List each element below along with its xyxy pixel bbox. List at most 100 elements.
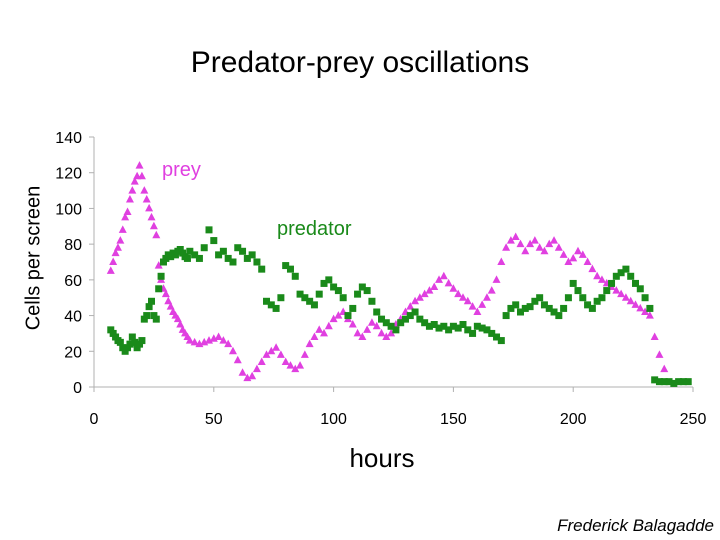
- prey-point: [358, 332, 367, 340]
- predator-point: [655, 378, 663, 386]
- prey-point: [310, 332, 319, 340]
- predator-point: [167, 253, 175, 261]
- prey-point: [353, 328, 362, 337]
- prey-point: [190, 337, 199, 346]
- prey-point: [516, 239, 525, 248]
- prey-point: [473, 307, 482, 315]
- prey-point: [161, 289, 170, 298]
- predator-point: [119, 344, 127, 352]
- predator-point: [243, 254, 251, 262]
- y-tick-label: 0: [73, 380, 82, 397]
- prey-point: [305, 339, 314, 348]
- prey-point: [176, 320, 185, 328]
- y-tick-label: 120: [55, 166, 82, 183]
- predator-point: [368, 297, 376, 305]
- predator-point: [239, 247, 247, 255]
- predator-point: [411, 308, 419, 316]
- predator-point: [267, 301, 275, 309]
- prey-point: [185, 336, 194, 344]
- predator-point: [382, 319, 390, 327]
- predator-point: [325, 276, 333, 284]
- predator-point: [612, 272, 620, 280]
- predator-point: [425, 322, 433, 330]
- predator-point: [550, 308, 558, 316]
- predator-point: [310, 301, 318, 309]
- prey-point: [545, 239, 554, 248]
- predator-point: [152, 315, 160, 323]
- x-tick-label: 200: [560, 411, 587, 428]
- prey-point: [329, 314, 338, 323]
- prey-point: [147, 212, 156, 221]
- predator-point: [560, 304, 568, 312]
- prey-point: [367, 318, 376, 326]
- prey-point: [113, 243, 122, 251]
- predator-point: [651, 376, 659, 384]
- prey-point: [411, 296, 420, 305]
- predator-point: [330, 283, 338, 291]
- predator-point: [344, 312, 352, 320]
- predator-point: [159, 258, 167, 266]
- prey-point: [521, 246, 530, 255]
- predator-point: [349, 304, 357, 312]
- x-tick-label: 100: [320, 411, 347, 428]
- prey-point: [272, 343, 281, 351]
- prey-point: [593, 271, 602, 280]
- predator-point: [234, 244, 242, 252]
- predator-point: [248, 251, 256, 259]
- prey-point: [348, 320, 357, 328]
- series-prey: [106, 161, 669, 382]
- prey-point: [583, 257, 592, 265]
- prey-point: [569, 253, 578, 262]
- predator-point: [593, 297, 601, 305]
- predator-point: [378, 315, 386, 323]
- predator-point: [200, 244, 208, 252]
- predator-point: [536, 294, 544, 302]
- prey-point: [415, 293, 424, 301]
- predator-point: [306, 297, 314, 305]
- prey-point: [631, 300, 640, 308]
- prey-point: [137, 171, 146, 180]
- predator-point: [107, 326, 115, 334]
- predator-point: [531, 297, 539, 305]
- prey-point: [154, 261, 163, 269]
- prey-point: [597, 275, 606, 283]
- prey-point: [324, 321, 333, 330]
- prey-point: [166, 302, 175, 310]
- prey-point: [152, 230, 161, 239]
- predator-point: [646, 304, 654, 312]
- predator-point: [150, 312, 158, 320]
- prey-point: [478, 300, 487, 308]
- predator-point: [112, 333, 120, 341]
- predator-point: [478, 324, 486, 332]
- predator-point: [464, 326, 472, 334]
- prey-point: [573, 246, 582, 255]
- predator-point: [301, 294, 309, 302]
- predator-point: [454, 324, 462, 332]
- predator-annotation: predator: [277, 218, 352, 240]
- prey-point: [650, 332, 659, 340]
- prey-point: [252, 364, 261, 373]
- predator-point: [215, 251, 223, 259]
- prey-point: [118, 225, 127, 233]
- predator-point: [588, 304, 596, 312]
- predator-point: [665, 378, 673, 386]
- predator-point: [636, 285, 644, 293]
- prey-point: [430, 282, 439, 290]
- prey-point: [559, 250, 568, 258]
- prey-point: [125, 195, 134, 203]
- prey-point: [128, 186, 137, 194]
- predator-point: [387, 322, 395, 330]
- predator-point: [493, 333, 501, 341]
- prey-point: [173, 314, 182, 323]
- predator-point: [191, 251, 199, 259]
- predator-point: [229, 258, 237, 266]
- predator-point: [516, 308, 524, 316]
- predator-point: [406, 312, 414, 320]
- y-tick-label: 20: [64, 344, 82, 361]
- predator-point: [445, 326, 453, 334]
- predator-point: [186, 247, 194, 255]
- y-tick-label: 100: [55, 201, 82, 218]
- predator-point: [430, 321, 438, 328]
- prey-point: [377, 328, 386, 337]
- predator-point: [584, 301, 592, 309]
